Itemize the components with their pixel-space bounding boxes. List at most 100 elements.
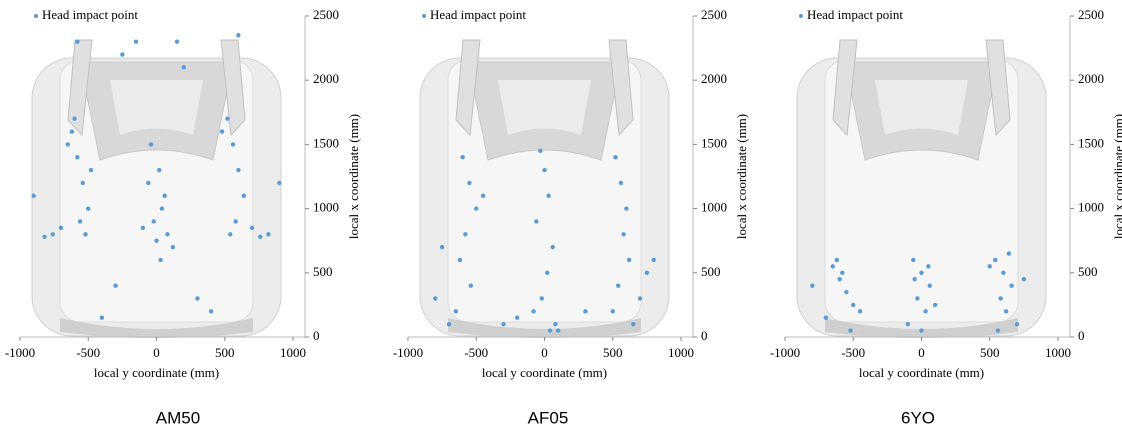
point [457, 257, 463, 263]
point [613, 155, 618, 160]
point [531, 309, 536, 314]
point [621, 232, 626, 237]
point [195, 296, 200, 301]
point [453, 309, 458, 314]
point [547, 328, 553, 333]
point [932, 302, 938, 308]
point [550, 244, 555, 250]
y-tick-label: 1500 [701, 135, 727, 150]
point [501, 321, 506, 327]
point [42, 234, 47, 240]
point [258, 234, 263, 240]
mirror [832, 39, 858, 137]
y-tick-label: 0 [701, 328, 708, 343]
y-tick-label: 1500 [313, 135, 339, 150]
point [834, 257, 840, 263]
point [433, 296, 438, 301]
x-axis-title: local y coordinate (mm) [482, 365, 607, 380]
point [228, 232, 233, 237]
legend-label: Head impact point [807, 7, 903, 22]
point [230, 142, 236, 147]
point [140, 225, 146, 231]
point [151, 219, 156, 224]
point [75, 39, 80, 44]
point [539, 296, 544, 301]
point [463, 232, 468, 237]
y-tick-label: 2500 [313, 7, 339, 22]
y-tick-label: 0 [1078, 328, 1085, 343]
x-tick-label: -1000 [5, 345, 35, 360]
x-tick-label: -500 [76, 345, 100, 360]
point [113, 283, 118, 288]
legend-marker [34, 14, 38, 18]
point [810, 283, 815, 288]
point [158, 257, 163, 263]
y-tick-label: 2000 [701, 71, 727, 86]
y-tick-label: 500 [1078, 264, 1098, 279]
point [181, 65, 186, 70]
legend-marker [799, 14, 803, 18]
bumper [448, 318, 641, 338]
point [553, 321, 558, 327]
point [1014, 321, 1020, 327]
point [857, 309, 863, 314]
point [69, 129, 75, 134]
point [545, 270, 550, 275]
point [555, 328, 561, 333]
point [919, 328, 924, 333]
x-tick-label: -1000 [393, 345, 423, 360]
point [927, 283, 932, 288]
point [233, 219, 238, 224]
point [77, 219, 83, 224]
point [626, 257, 632, 263]
point [1003, 309, 1009, 314]
point [249, 225, 255, 231]
point [439, 244, 445, 250]
point [65, 142, 70, 147]
point [911, 257, 916, 263]
point [474, 206, 479, 211]
y-tick-label: 2500 [1078, 7, 1104, 22]
point [546, 193, 551, 198]
y-tick-label: 500 [701, 264, 721, 279]
point [133, 39, 139, 44]
point [266, 232, 271, 237]
point [651, 257, 656, 263]
point [170, 244, 176, 250]
point [75, 155, 80, 160]
legend-marker [422, 14, 426, 18]
point [80, 180, 85, 186]
x-tick-label: 500 [603, 345, 623, 360]
point [923, 309, 928, 314]
point [1001, 270, 1006, 275]
point [631, 321, 636, 327]
point [926, 264, 931, 269]
point [219, 129, 225, 134]
point [460, 155, 465, 160]
y-tick-label: 0 [313, 328, 320, 343]
point [542, 167, 547, 173]
x-tick-label: -1000 [770, 345, 800, 360]
y-tick-label: 1000 [701, 200, 727, 215]
point [148, 142, 154, 147]
point [154, 238, 159, 243]
y-axis-title: local x coordinate (mm) [734, 114, 749, 239]
x-axis-title: local y coordinate (mm) [859, 365, 984, 380]
point [905, 321, 911, 327]
point [616, 283, 621, 288]
caption: AM50 [156, 408, 200, 427]
point [277, 180, 282, 186]
mirror [67, 39, 93, 137]
point [998, 296, 1003, 301]
y-tick-label: 2000 [313, 71, 339, 86]
legend-label: Head impact point [42, 7, 138, 22]
y-tick-label: 1000 [313, 200, 339, 215]
point [88, 167, 94, 173]
point [157, 167, 162, 173]
mirror [608, 39, 634, 137]
x-tick-label: 1000 [668, 345, 694, 360]
point [848, 328, 853, 333]
point [534, 219, 539, 224]
point [912, 277, 917, 282]
point [162, 193, 167, 198]
